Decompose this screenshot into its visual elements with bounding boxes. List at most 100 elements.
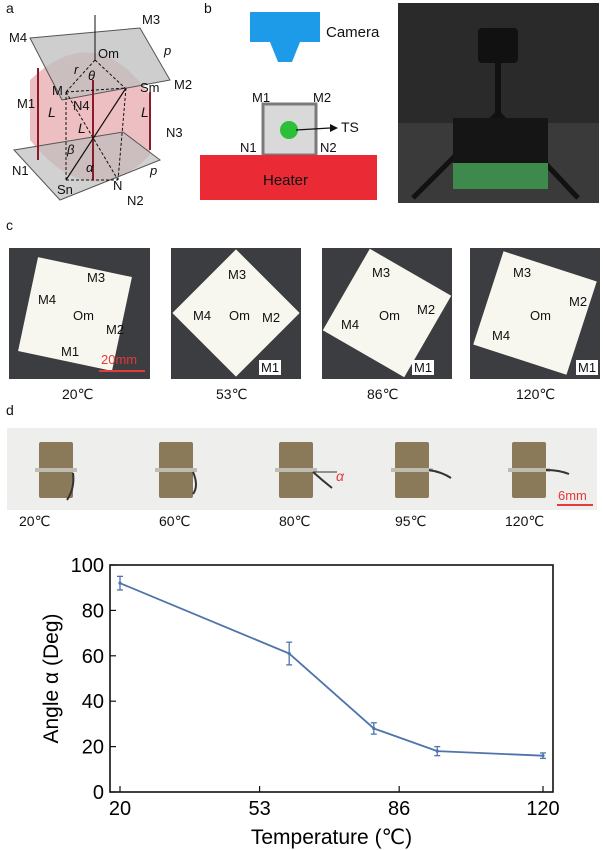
x-tick-label: 120 xyxy=(526,798,559,820)
ts-dot xyxy=(280,121,298,139)
y-tick-label: 20 xyxy=(82,737,104,759)
c4-M3: M3 xyxy=(513,265,532,280)
symbol-L-right: L xyxy=(141,104,149,120)
c1-temp: 20℃ xyxy=(62,386,94,402)
label-N: N xyxy=(113,178,123,193)
d-chip-4 xyxy=(391,442,433,498)
y-tick-label: 60 xyxy=(82,646,104,668)
photo-c-120: M3 M4 Om M2 M1 xyxy=(470,248,600,379)
c2-M3: M3 xyxy=(228,267,247,282)
camera-label: Camera xyxy=(326,24,380,41)
c2-M4: M4 xyxy=(193,308,212,323)
photo-plate xyxy=(453,118,548,163)
c1-scale-text: 20mm xyxy=(101,352,138,367)
plot-frame xyxy=(109,564,554,793)
y-tick-label: 100 xyxy=(71,555,104,577)
panel-d-photo-strip: α 6mm xyxy=(7,428,597,510)
label-Sm: Sm xyxy=(140,80,160,95)
label-b-M1: M1 xyxy=(252,90,271,105)
heater-label: Heater xyxy=(263,172,309,189)
panel-b-schematic xyxy=(200,12,377,200)
x-tick-label: 20 xyxy=(109,798,131,820)
d-scale-text: 6mm xyxy=(558,488,587,503)
c3-temp: 86℃ xyxy=(367,386,399,402)
d-alpha-label: α xyxy=(336,468,344,484)
label-N3: N3 xyxy=(166,125,183,140)
heater-block xyxy=(200,155,377,200)
label-b-N1: N1 xyxy=(240,140,257,155)
label-Om: Om xyxy=(98,46,119,61)
panel-label-a: a xyxy=(6,0,14,16)
data-point xyxy=(287,651,291,656)
label-b-N2: N2 xyxy=(320,140,337,155)
photo-c-53: M3 M4 Om M2 M1 xyxy=(171,248,301,379)
c2-M1: M1 xyxy=(259,360,282,375)
d-temp-4: 95℃ xyxy=(395,513,427,529)
c1-M3: M3 xyxy=(87,270,106,285)
camera-lens xyxy=(270,42,300,62)
label-M3: M3 xyxy=(142,12,161,27)
y-tick-label: 80 xyxy=(82,600,104,622)
symbol-p-top: p xyxy=(164,43,172,58)
d-temp-3: 80℃ xyxy=(279,513,311,529)
c2-Om: Om xyxy=(229,308,250,323)
label-N1: N1 xyxy=(12,163,29,178)
c3-Om: Om xyxy=(379,308,400,323)
y-tick-label: 0 xyxy=(93,782,104,804)
label-M2: M2 xyxy=(174,77,193,92)
c1-M1: M1 xyxy=(61,344,80,359)
label-N2: N2 xyxy=(127,193,144,208)
symbol-p-bottom: p xyxy=(150,163,158,178)
label-M: M xyxy=(52,83,63,98)
ts-label: TS xyxy=(341,119,359,135)
x-axis-label: Temperature (℃) xyxy=(251,826,412,849)
y-tick-label: 40 xyxy=(82,691,104,713)
c2-M2: M2 xyxy=(262,310,281,325)
d-chip-3 xyxy=(275,442,317,498)
data-point xyxy=(372,726,376,731)
panel-label-d: d xyxy=(6,402,14,418)
photo-c-20: M3 M4 Om M2 M1 20mm xyxy=(9,248,150,379)
data-point xyxy=(541,754,545,758)
photo-camera xyxy=(478,28,518,63)
label-N4: N4 xyxy=(73,98,90,113)
x-tick-label: 53 xyxy=(248,798,270,820)
label-M1: M1 xyxy=(17,96,36,111)
panel-label-c: c xyxy=(6,217,13,233)
c4-M4: M4 xyxy=(492,328,511,343)
symbol-alpha: α xyxy=(86,160,94,175)
data-point xyxy=(118,581,122,585)
c1-M2: M2 xyxy=(106,322,125,337)
d-chip-5 xyxy=(508,442,550,498)
data-point xyxy=(435,749,439,753)
d-temp-5: 120℃ xyxy=(505,513,545,529)
symbol-beta: β xyxy=(67,142,75,157)
photo-heater-box xyxy=(453,163,548,189)
camera-body xyxy=(250,12,320,42)
photo-c-86: M3 M4 Om M2 M1 xyxy=(322,248,452,379)
c2-temp: 53℃ xyxy=(216,386,248,402)
symbol-L-mid: L xyxy=(78,120,86,136)
c3-M3: M3 xyxy=(372,265,391,280)
series-line xyxy=(119,582,544,757)
c3-M2: M2 xyxy=(417,302,436,317)
c4-temp: 120℃ xyxy=(516,386,556,402)
d-chip-1 xyxy=(35,442,77,498)
c4-M2: M2 xyxy=(569,294,588,309)
c1-scale-bar xyxy=(99,370,145,372)
c3-M4: M4 xyxy=(341,317,360,332)
x-tick-label: 86 xyxy=(388,798,410,820)
c1-Om: Om xyxy=(73,308,94,323)
label-Sn: Sn xyxy=(57,182,73,197)
d-scale-bar xyxy=(557,504,593,506)
label-b-M2: M2 xyxy=(313,90,332,105)
symbol-r: r xyxy=(74,62,79,77)
d-temp-1: 20℃ xyxy=(19,513,51,529)
d-temp-2: 60℃ xyxy=(159,513,191,529)
c4-Om: Om xyxy=(530,308,551,323)
c1-M4: M4 xyxy=(38,292,57,307)
symbol-theta: θ xyxy=(88,68,96,83)
setup-photo xyxy=(398,3,599,203)
d-chip-2 xyxy=(155,442,197,498)
